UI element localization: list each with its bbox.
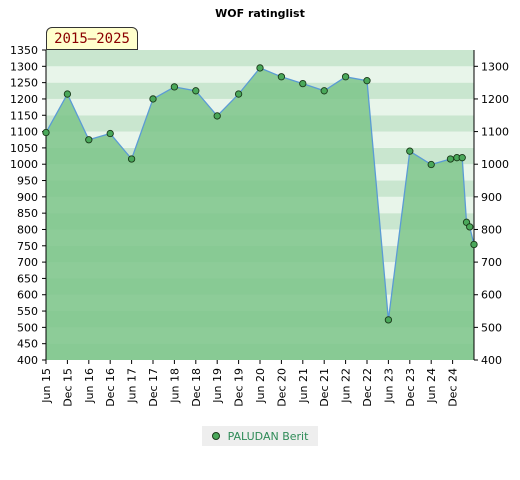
y-tick-label-left: 700 xyxy=(17,256,38,269)
x-tick-label: Jun 24 xyxy=(425,368,438,404)
period-badge: 2015–2025 xyxy=(46,27,138,50)
data-point xyxy=(299,79,307,88)
y-tick-label-left: 500 xyxy=(17,321,38,334)
y-tick-label-left: 950 xyxy=(17,175,38,188)
data-point xyxy=(446,155,455,163)
series-points xyxy=(42,64,478,324)
x-tick-label: Dec 22 xyxy=(361,368,374,407)
y-tick-label-right: 400 xyxy=(481,354,502,367)
legend-label: PALUDAN Berit xyxy=(227,429,309,443)
x-ticks: Jun 15 Dec 15 Jun 16 Dec 16 Jun 17 Dec 17 Jun … xyxy=(40,360,460,407)
y-tick-label-right: 500 xyxy=(481,321,502,334)
y-tick-label-right: 800 xyxy=(481,223,502,236)
data-point xyxy=(384,316,393,324)
x-tick-label: Jun 17 xyxy=(126,368,139,404)
x-tick-label: Dec 21 xyxy=(318,368,331,407)
y-tick-label-left: 850 xyxy=(17,207,38,220)
y-tick-label-right: 1300 xyxy=(481,60,509,73)
data-point xyxy=(427,160,435,169)
y-tick-label-left: 750 xyxy=(17,240,38,253)
data-point xyxy=(341,73,350,81)
data-point xyxy=(213,112,221,120)
x-tick-label: Dec 24 xyxy=(447,368,460,407)
data-point xyxy=(85,136,93,144)
y-tick-label-right: 1000 xyxy=(481,158,509,171)
y-tick-label-left: 1050 xyxy=(10,142,38,155)
data-point xyxy=(42,128,50,137)
y-tick-label-right: 1200 xyxy=(481,93,509,106)
y-tick-label-right: 600 xyxy=(481,289,502,302)
plot-band xyxy=(46,50,474,67)
data-point xyxy=(458,154,466,162)
y-tick-label-right: 1100 xyxy=(481,126,509,139)
data-point xyxy=(106,129,114,138)
x-tick-label: Dec 17 xyxy=(147,368,160,407)
legend[interactable]: PALUDAN Berit xyxy=(202,426,318,446)
data-point xyxy=(470,240,478,249)
x-tick-label: Jun 18 xyxy=(168,368,181,404)
y-tick-label-left: 900 xyxy=(17,191,38,204)
y-tick-label-left: 400 xyxy=(17,354,38,367)
y-tick-label-left: 800 xyxy=(17,223,38,236)
series-area xyxy=(46,67,474,361)
data-point xyxy=(256,64,264,72)
x-tick-label: Jun 22 xyxy=(340,368,353,404)
y-tick-label-right: 900 xyxy=(481,191,502,204)
data-point xyxy=(63,90,72,98)
y-tick-label-left: 1250 xyxy=(10,77,38,90)
y-tick-label-left: 600 xyxy=(17,289,38,302)
y-tick-label-left: 450 xyxy=(17,338,38,351)
x-tick-label: Dec 19 xyxy=(233,368,246,407)
data-point xyxy=(466,223,474,231)
y-tick-label-left: 1300 xyxy=(10,60,38,73)
y-tick-label-left: 1350 xyxy=(10,44,38,57)
x-tick-label: Dec 18 xyxy=(190,368,203,407)
x-tick-label: Jun 23 xyxy=(382,368,395,404)
x-tick-label: Dec 23 xyxy=(404,368,417,407)
y-tick-label-left: 1000 xyxy=(10,158,38,171)
data-point xyxy=(277,73,286,81)
chart-title: WOF ratinglist xyxy=(215,7,305,20)
x-tick-label: Dec 16 xyxy=(104,368,117,407)
y-tick-label-right: 700 xyxy=(481,256,502,269)
y-tick-label-left: 550 xyxy=(17,305,38,318)
x-tick-label: Jun 15 xyxy=(40,368,53,404)
y-tick-label-left: 1100 xyxy=(10,126,38,139)
data-point xyxy=(192,87,200,95)
x-tick-label: Dec 20 xyxy=(275,368,288,407)
data-point xyxy=(406,147,414,155)
y-tick-label-left: 650 xyxy=(17,272,38,285)
x-tick-label: Jun 21 xyxy=(297,368,310,404)
x-tick-label: Jun 19 xyxy=(211,368,224,404)
y-tick-label-left: 1200 xyxy=(10,93,38,106)
data-point xyxy=(170,83,179,91)
x-tick-label: Jun 20 xyxy=(254,368,267,404)
data-point xyxy=(127,155,136,163)
x-tick-label: Dec 15 xyxy=(61,368,74,407)
data-point xyxy=(234,90,243,98)
y-ticks-left: 400 450 500 550 600 650 700 750 800 850 900 950 1000… xyxy=(10,44,46,367)
y-tick-label-left: 1150 xyxy=(10,109,38,122)
data-point xyxy=(149,95,157,103)
legend-marker-icon xyxy=(211,432,220,440)
x-tick-label: Jun 16 xyxy=(83,368,96,404)
y-ticks-right: 400 500 600 700 800 900 1000 1100 1200 1300 xyxy=(474,60,509,367)
data-point xyxy=(320,87,328,95)
data-point xyxy=(363,77,371,85)
